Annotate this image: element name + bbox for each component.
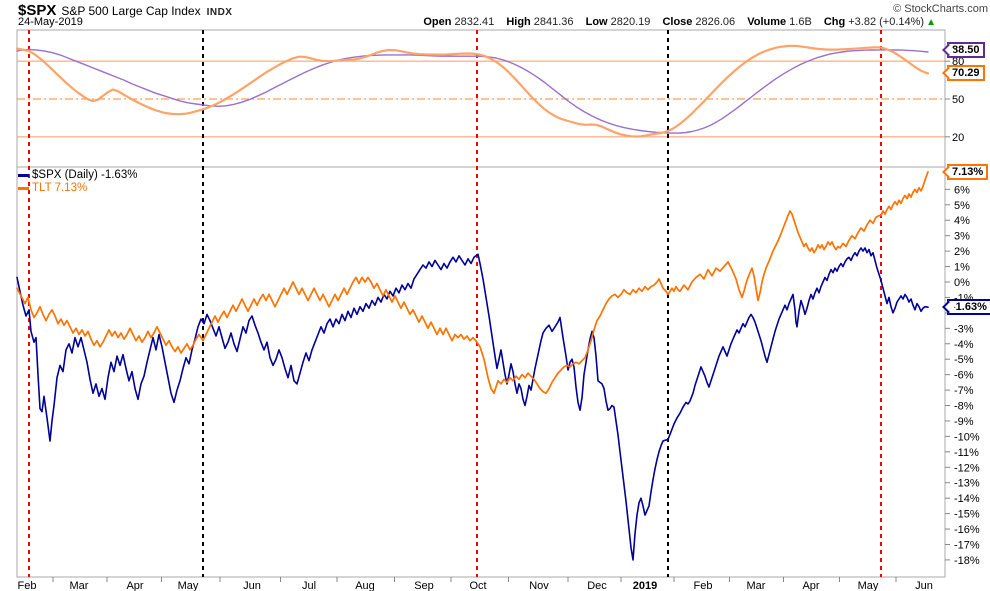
rsi-orange_rsi-line bbox=[15, 44, 930, 138]
pct-ytick-label: 6% bbox=[954, 184, 970, 196]
close-value: 2826.06 bbox=[695, 16, 736, 28]
open-value: 2832.41 bbox=[454, 16, 495, 28]
low-label: Low bbox=[585, 16, 608, 28]
pct-ytick-label: -10% bbox=[954, 431, 980, 443]
pct-ytick-label: -17% bbox=[954, 539, 980, 551]
close-label: Close bbox=[662, 16, 693, 28]
x-axis-label: May bbox=[858, 580, 879, 591]
pct-ytick-label: -5% bbox=[954, 354, 974, 366]
x-axis-label: Jun bbox=[243, 580, 261, 591]
pct-ytick-label: -6% bbox=[954, 370, 974, 382]
x-axis-label: Mar bbox=[70, 580, 89, 591]
chart-title-row: $SPX S&P 500 Large Cap Index INDX bbox=[18, 2, 984, 19]
spx-percent-tag: -1.63% bbox=[947, 299, 990, 315]
x-axis-label: Feb bbox=[18, 580, 37, 591]
legend-item-spx: $SPX (Daily) -1.63% bbox=[18, 169, 137, 182]
rsi-ytick-label: 20 bbox=[952, 132, 964, 144]
pct-ytick-label: -3% bbox=[954, 323, 974, 335]
pct-ytick-label: -18% bbox=[954, 555, 980, 567]
pct-ytick-label: 0% bbox=[954, 277, 970, 289]
x-axis-label: Aug bbox=[355, 580, 375, 591]
pct-ytick-label: -16% bbox=[954, 524, 980, 536]
rsi-spx-value-tag: 88.50 bbox=[947, 42, 985, 58]
volume-label: Volume bbox=[747, 16, 787, 28]
x-axis-label: Oct bbox=[469, 580, 486, 591]
ohlc-summary: Open 2832.41 High 2841.36 Low 2820.19 Close… bbox=[414, 16, 936, 28]
performance-orange-line bbox=[16, 171, 929, 395]
chg-up-triangle-icon: ▲ bbox=[926, 17, 936, 28]
x-axis-label: Sep bbox=[414, 580, 434, 591]
x-axis-label: 2019 bbox=[633, 580, 657, 591]
x-axis-label: Apr bbox=[802, 580, 819, 591]
copyright: © StockCharts.com bbox=[893, 3, 988, 15]
performance-navy-line bbox=[16, 247, 929, 561]
quote-row: 24-May-2019 Open 2832.41 High 2841.36 Low 2… bbox=[18, 16, 984, 30]
pct-ytick-label: -13% bbox=[954, 478, 980, 490]
rsi-purple-line bbox=[16, 48, 929, 134]
spx-line-swatch bbox=[18, 174, 29, 177]
pct-ytick-label: -7% bbox=[954, 385, 974, 397]
high-label: High bbox=[506, 16, 531, 28]
tlt-line-swatch bbox=[18, 187, 29, 190]
pct-ytick-label: -15% bbox=[954, 509, 980, 521]
pct-ytick-label: -11% bbox=[954, 447, 979, 459]
x-axis-label: Jun bbox=[915, 580, 933, 591]
pct-ytick-label: 2% bbox=[954, 246, 970, 258]
legend-tlt-label: TLT 7.13% bbox=[32, 182, 88, 194]
legend-item-tlt: TLT 7.13% bbox=[18, 182, 137, 195]
chart-legend: $SPX (Daily) -1.63% TLT 7.13% bbox=[18, 169, 137, 195]
pct-ytick-label: -12% bbox=[954, 462, 980, 474]
x-axis-label: Jul bbox=[302, 580, 316, 591]
pct-ytick-label: -9% bbox=[954, 416, 974, 428]
open-label: Open bbox=[423, 16, 452, 28]
chart-date: 24-May-2019 bbox=[18, 16, 83, 28]
pct-ytick-label: 1% bbox=[954, 262, 970, 274]
x-axis-label: Apr bbox=[126, 580, 143, 591]
legend-spx-label: $SPX (Daily) -1.63% bbox=[32, 169, 138, 181]
symbol: $SPX bbox=[18, 2, 57, 19]
pct-ytick-label: -4% bbox=[954, 339, 974, 351]
exchange-label: INDX bbox=[206, 7, 233, 18]
chart-border bbox=[16, 29, 946, 578]
pct-ytick-label: -14% bbox=[954, 493, 980, 505]
rsi-ytick-label: 50 bbox=[952, 94, 964, 106]
pct-ytick-label: 5% bbox=[954, 200, 970, 212]
high-value: 2841.36 bbox=[533, 16, 574, 28]
volume-value: 1.6B bbox=[789, 16, 812, 28]
low-value: 2820.19 bbox=[610, 16, 651, 28]
pct-ytick-label: 4% bbox=[954, 215, 970, 227]
tlt-percent-tag: 7.13% bbox=[947, 164, 989, 180]
x-axis-label: Nov bbox=[529, 580, 549, 591]
pct-ytick-label: -8% bbox=[954, 401, 974, 413]
chg-value: +3.82 (+0.14%) bbox=[848, 16, 925, 28]
rsi-tlt-value-tag: 70.29 bbox=[947, 65, 985, 81]
x-axis-label: Dec bbox=[587, 580, 607, 591]
x-axis-label: Feb bbox=[694, 580, 713, 591]
chg-label: Chg bbox=[823, 16, 846, 28]
pct-ytick-label: 3% bbox=[954, 231, 970, 243]
x-axis-label: May bbox=[178, 580, 199, 591]
x-axis-label: Mar bbox=[747, 580, 766, 591]
index-name: S&P 500 Large Cap Index bbox=[61, 4, 201, 18]
